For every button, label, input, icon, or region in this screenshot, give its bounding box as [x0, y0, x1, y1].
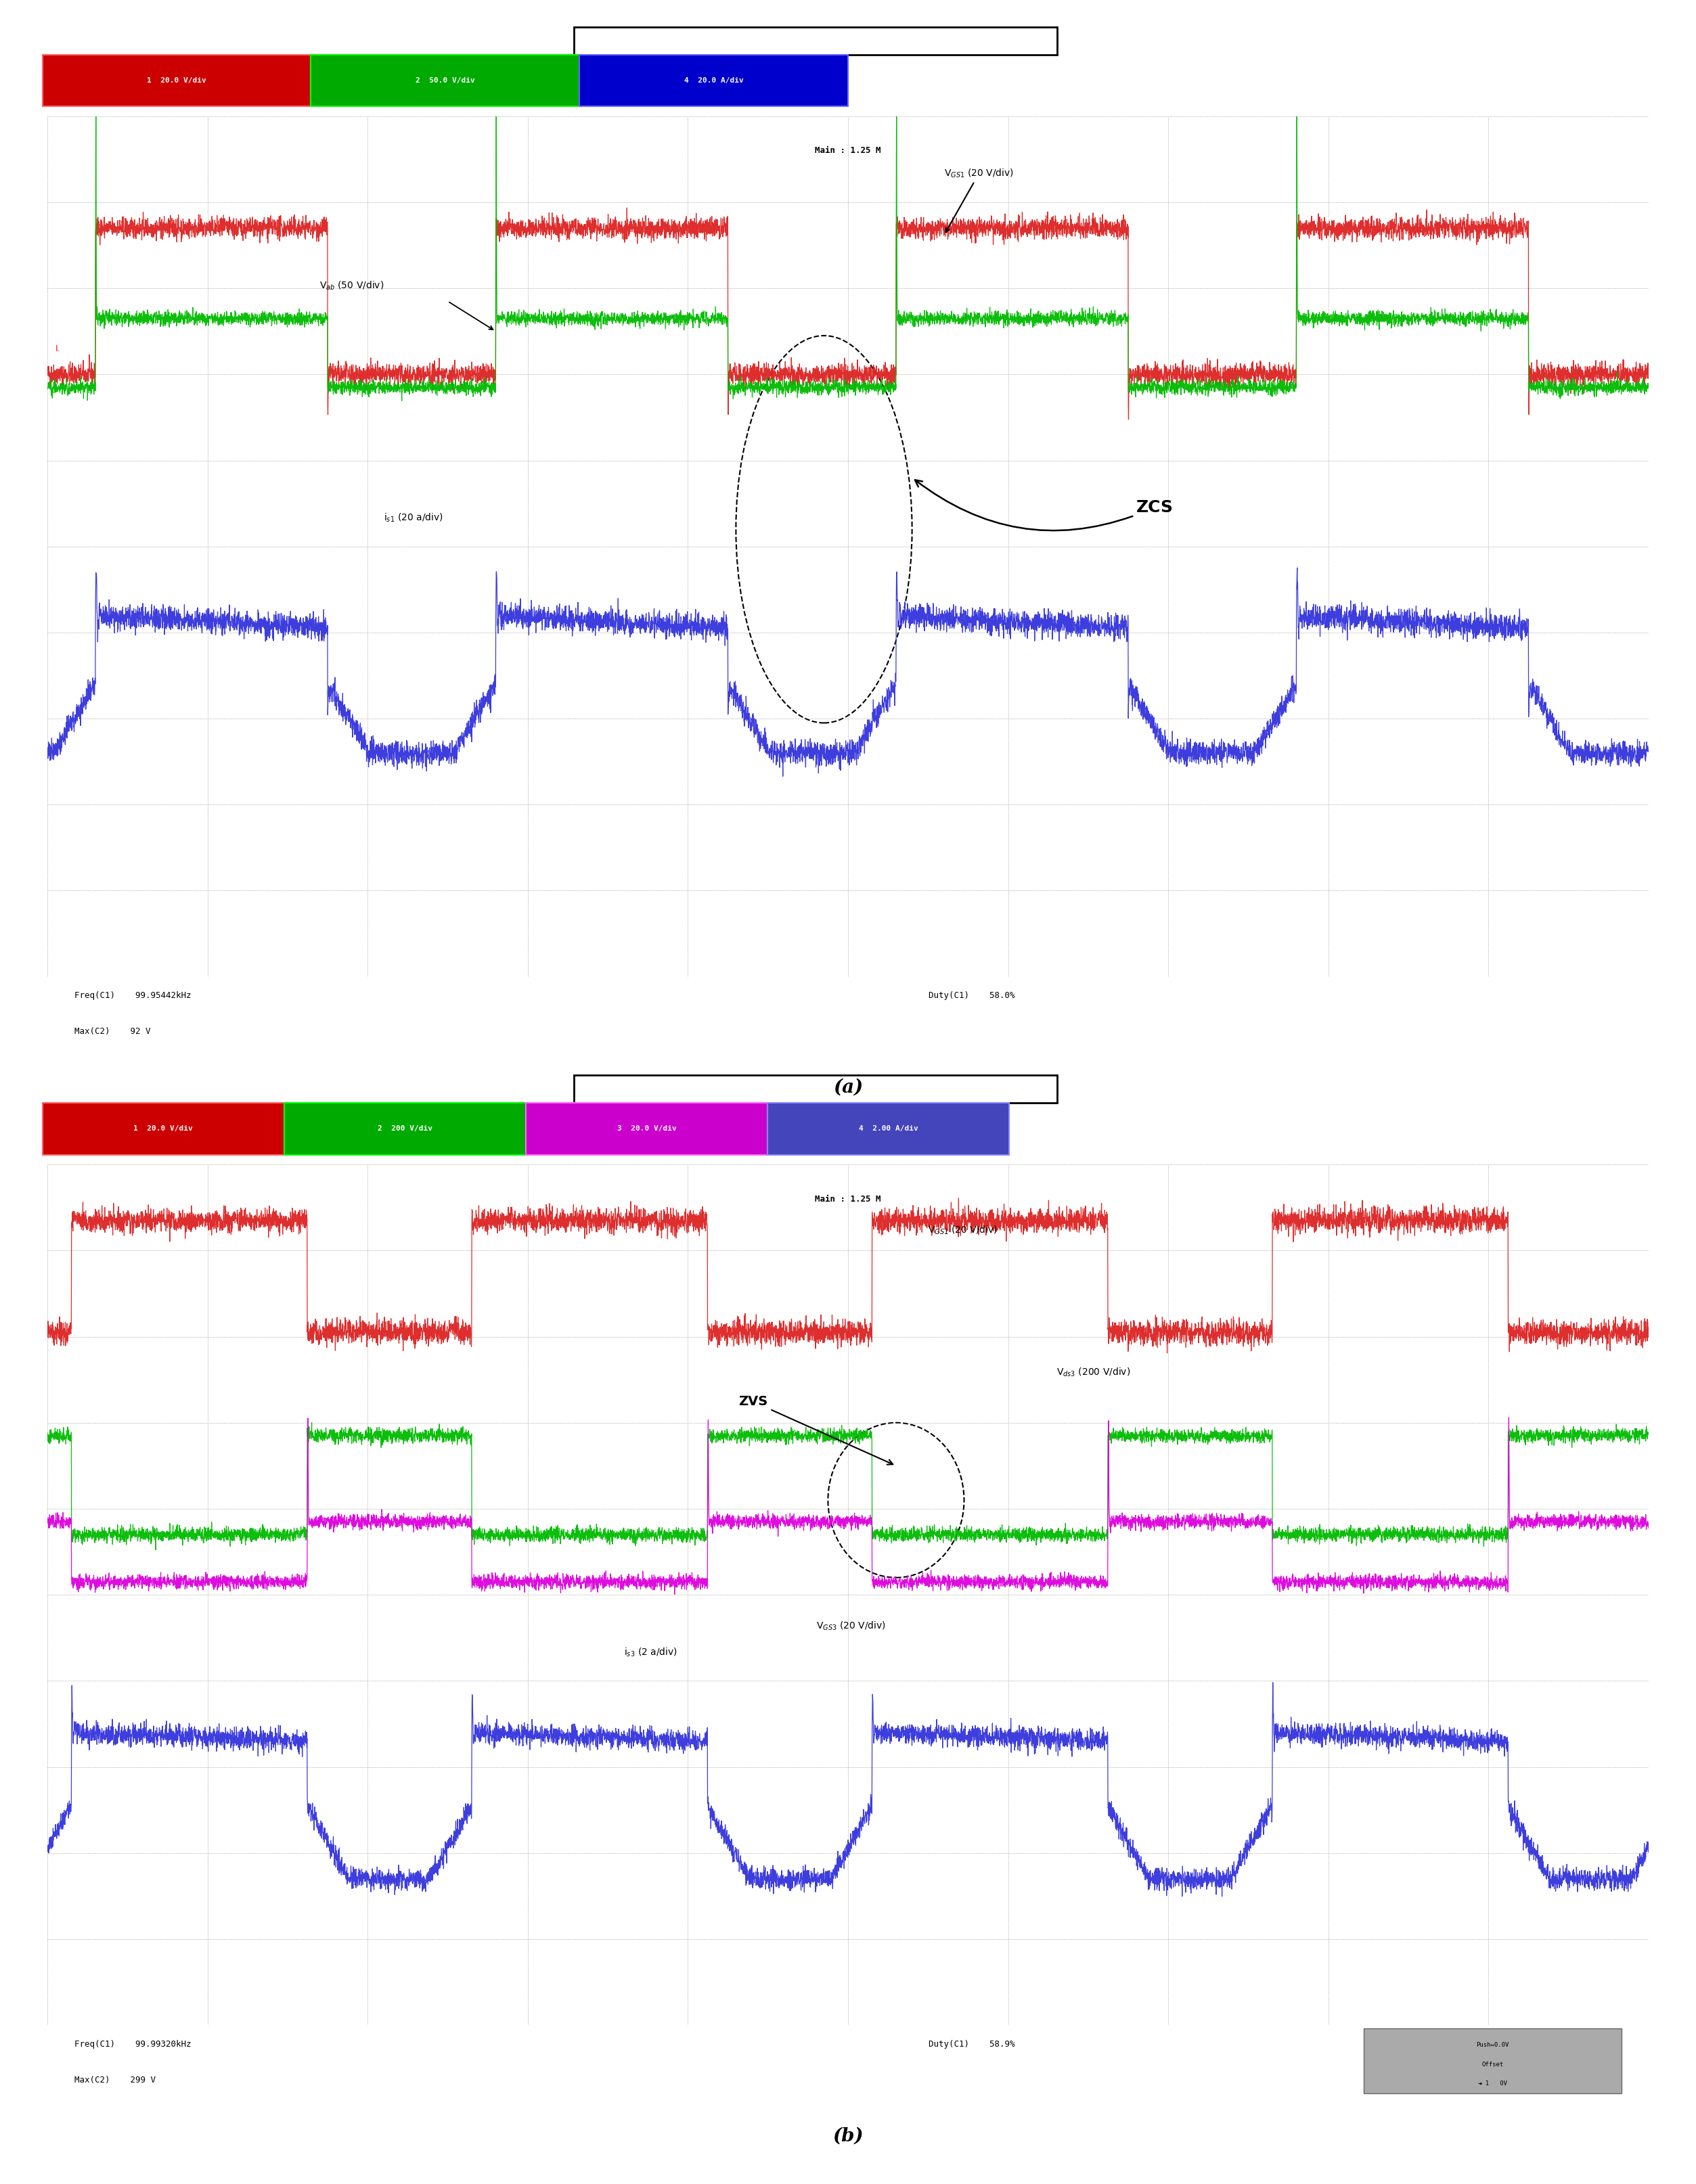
Text: ZCS: ZCS — [916, 480, 1174, 531]
Text: V$_{GS1}$ (20 V/div): V$_{GS1}$ (20 V/div) — [928, 1225, 997, 1236]
Text: 1  20.0 V/div: 1 20.0 V/div — [134, 1125, 193, 1131]
Text: 1  20.0 V/div: 1 20.0 V/div — [148, 76, 207, 83]
Text: 2  200 V/div: 2 200 V/div — [378, 1125, 432, 1131]
Text: ZVS: ZVS — [739, 1396, 892, 1465]
Text: ◄ 1   0V: ◄ 1 0V — [1477, 2081, 1508, 2086]
Text: Max(C2)    92 V: Max(C2) 92 V — [75, 1026, 151, 1035]
Text: Duty(C1)    58.0%: Duty(C1) 58.0% — [929, 992, 1014, 1000]
Bar — [573, 1075, 1058, 1103]
Bar — [580, 55, 848, 107]
Text: 3  20.0 V/div: 3 20.0 V/div — [617, 1125, 677, 1131]
Text: Duty(C1)    58.9%: Duty(C1) 58.9% — [929, 2040, 1014, 2049]
Text: (a): (a) — [833, 1079, 863, 1096]
Bar — [1364, 2029, 1621, 2092]
Bar — [42, 1103, 285, 1155]
Text: V$_{ds3}$ (200 V/div): V$_{ds3}$ (200 V/div) — [1057, 1367, 1130, 1378]
Bar — [767, 1103, 1009, 1155]
Text: Freq(C1)    99.99320kHz: Freq(C1) 99.99320kHz — [75, 2040, 192, 2049]
Text: Freq(C1)    99.95442kHz: Freq(C1) 99.95442kHz — [75, 992, 192, 1000]
Text: Push⇔0.0V: Push⇔0.0V — [1476, 2042, 1509, 2049]
Text: i$_{s3}$ (2 a/div): i$_{s3}$ (2 a/div) — [624, 1647, 677, 1658]
Text: I.: I. — [56, 345, 61, 354]
Text: Max(C2)    299 V: Max(C2) 299 V — [75, 2075, 156, 2084]
Text: V$_{GS1}$ (20 V/div): V$_{GS1}$ (20 V/div) — [945, 168, 1014, 232]
Text: Main : 1.25 M: Main : 1.25 M — [816, 146, 880, 155]
Text: 4  2.00 A/div: 4 2.00 A/div — [858, 1125, 918, 1131]
Text: Main : 1.25 M: Main : 1.25 M — [816, 1195, 880, 1203]
Text: (b): (b) — [833, 2127, 863, 2145]
Bar — [526, 1103, 767, 1155]
Bar — [573, 26, 1058, 55]
Text: 2  50.0 V/div: 2 50.0 V/div — [416, 76, 475, 83]
Text: Offset: Offset — [1482, 2062, 1503, 2068]
Text: V$_{ab}$ (50 V/div): V$_{ab}$ (50 V/div) — [319, 280, 383, 290]
Bar — [42, 55, 310, 107]
Text: 4  20.0 A/div: 4 20.0 A/div — [683, 76, 743, 83]
Bar — [285, 1103, 526, 1155]
Bar — [310, 55, 580, 107]
Text: i$_{s1}$ (20 a/div): i$_{s1}$ (20 a/div) — [383, 511, 443, 524]
Text: V$_{GS3}$ (20 V/div): V$_{GS3}$ (20 V/div) — [816, 1621, 885, 1631]
